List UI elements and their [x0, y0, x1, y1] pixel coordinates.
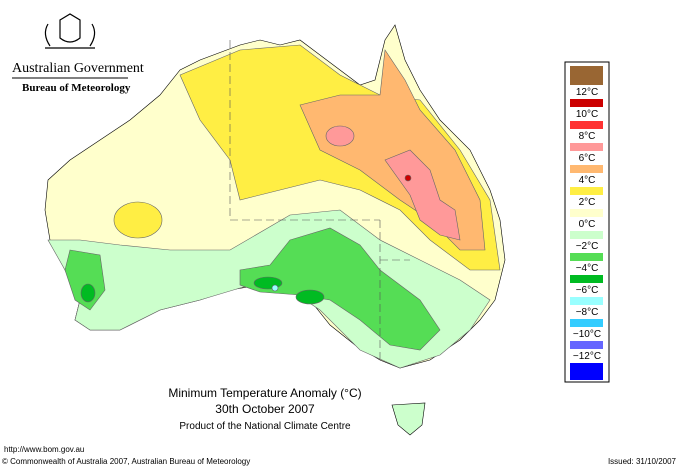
legend-label: 12°C	[576, 87, 598, 98]
legend-labels: 12°C 10°C 8°C 6°C 4°C 2°C 0°C −2°C −4°C −6°C −8°C −…	[573, 87, 601, 362]
legend-swatch	[570, 341, 603, 349]
crest	[44, 13, 96, 49]
legend-label: 2°C	[579, 197, 596, 208]
region-plus-6	[384, 149, 461, 241]
legend-label: −10°C	[573, 329, 601, 340]
legend-label: 10°C	[576, 109, 598, 120]
legend-swatch	[570, 363, 603, 380]
region-west-warm	[113, 201, 163, 239]
legend-label: −2°C	[576, 241, 599, 252]
legend-swatch	[570, 143, 603, 151]
legend-swatches	[570, 66, 603, 380]
legend-swatch	[570, 121, 603, 129]
legend-swatch	[570, 66, 603, 85]
copyright: © Commonwealth of Australia 2007, Austra…	[2, 457, 250, 466]
legend-swatch	[570, 209, 603, 217]
region-plus-8	[404, 174, 412, 182]
legend-swatch	[570, 187, 603, 195]
legend-label: −4°C	[576, 263, 599, 274]
legend-box	[564, 61, 610, 383]
map-date: 30th October 2007	[215, 402, 315, 416]
australia-map	[44, 24, 506, 436]
legend-swatch	[570, 319, 603, 327]
region-minus-6	[295, 289, 325, 305]
url[interactable]: http://www.bom.gov.au	[4, 445, 84, 454]
region-plus-6-north	[325, 125, 355, 147]
legend-swatch	[570, 165, 603, 173]
legend-swatch	[570, 297, 603, 305]
region-minus-8	[271, 284, 279, 292]
map-credit: Product of the National Climate Centre	[179, 421, 351, 432]
legend-label: 0°C	[579, 219, 596, 230]
legend-swatch	[570, 99, 603, 107]
tasmania	[391, 402, 426, 436]
state-borders	[229, 40, 410, 360]
legend-swatch	[570, 231, 603, 239]
legend-swatch	[570, 253, 603, 261]
region-minus-6-west	[80, 283, 96, 303]
legend: 12°C 10°C 8°C 6°C 4°C 2°C 0°C −2°C −4°C −6°C −8°C −…	[564, 61, 610, 383]
legend-label: −8°C	[576, 307, 599, 318]
map-title: Minimum Temperature Anomaly (°C)	[168, 386, 361, 400]
legend-label: −6°C	[576, 285, 599, 296]
legend-label: 4°C	[579, 175, 596, 186]
region-minus-4	[239, 227, 441, 351]
issued-date: Issued: 31/10/2007	[608, 457, 677, 466]
legend-label: −12°C	[573, 351, 601, 362]
legend-swatch	[570, 275, 603, 283]
legend-label: 6°C	[579, 153, 596, 164]
bureau-name: Bureau of Meteorology	[22, 82, 131, 94]
government-name: Australian Government	[12, 61, 144, 76]
legend-label: 8°C	[579, 131, 596, 142]
